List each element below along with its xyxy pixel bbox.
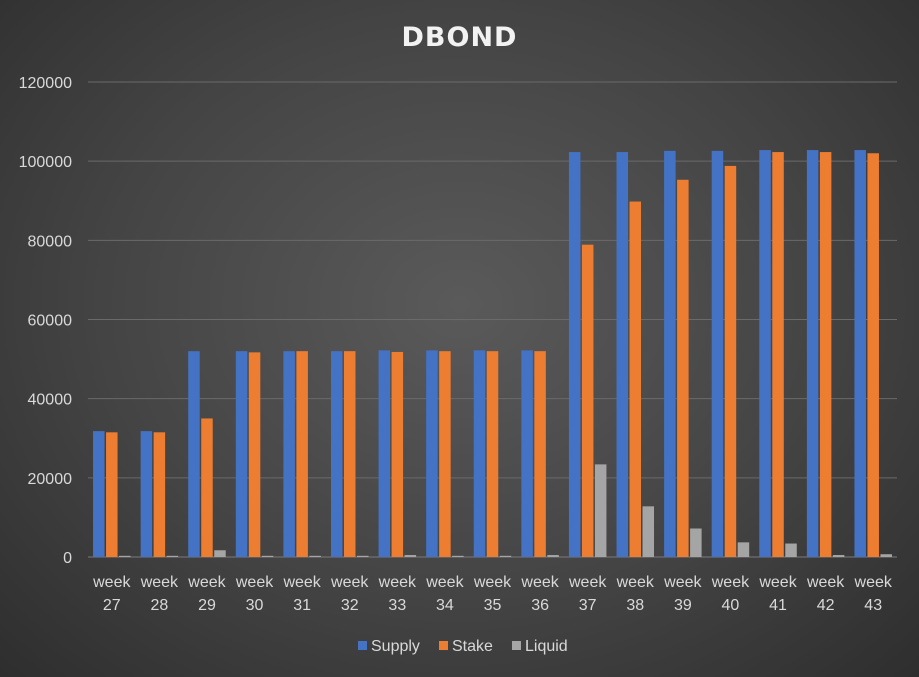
bar-liquid <box>309 555 321 557</box>
bar-stake <box>724 165 737 557</box>
x-tick-label: week 43 <box>854 574 893 614</box>
bar-supply <box>426 350 438 557</box>
x-tick-label: week 32 <box>330 574 369 614</box>
bar-supply <box>521 350 533 557</box>
bar-stake <box>201 418 213 557</box>
y-tick-label: 40000 <box>28 392 73 409</box>
bar-supply <box>330 351 343 557</box>
chart-title: DBOND <box>402 22 518 53</box>
bar-supply <box>378 350 391 557</box>
x-tick-label: week 29 <box>187 574 226 614</box>
bar-liquid <box>261 555 274 557</box>
x-tick-label: week 30 <box>235 574 274 614</box>
x-tick-label: week 34 <box>425 574 464 614</box>
bar-supply <box>473 350 486 557</box>
bar-supply <box>283 351 295 557</box>
bar-liquid <box>737 542 750 557</box>
bar-liquid <box>594 464 607 557</box>
bar-stake <box>391 351 404 557</box>
x-tick-label: week 42 <box>806 574 845 614</box>
bar-stake <box>486 351 499 557</box>
bar-liquid <box>880 554 892 557</box>
x-tick-label: week 38 <box>616 574 655 614</box>
bar-supply <box>140 431 153 557</box>
x-tick-label: week 35 <box>473 574 512 614</box>
bar-supply <box>93 431 105 557</box>
legend-swatch-supply <box>358 641 367 650</box>
y-tick-label: 20000 <box>28 471 73 488</box>
x-tick-label: week 27 <box>92 574 131 614</box>
x-tick-label: week 31 <box>282 574 321 614</box>
bar-stake <box>296 351 308 557</box>
bar-supply <box>759 150 771 558</box>
bar-stake <box>439 351 451 557</box>
bar-stake <box>581 244 594 557</box>
bar-supply <box>711 150 724 557</box>
bar-supply <box>664 150 676 557</box>
bar-supply <box>854 150 866 558</box>
bar-supply <box>616 152 629 557</box>
legend-swatch-liquid <box>512 641 521 650</box>
bar-stake <box>343 351 356 557</box>
x-tick-label: week 28 <box>140 574 179 614</box>
bar-supply <box>188 351 200 557</box>
bar-stake <box>153 432 166 557</box>
bar-liquid <box>166 555 179 557</box>
bar-supply <box>806 150 819 558</box>
bar-liquid <box>214 550 226 557</box>
x-tick-label: week 40 <box>711 574 750 614</box>
bar-liquid <box>690 528 702 557</box>
bar-liquid <box>452 555 464 557</box>
bar-stake <box>248 352 261 557</box>
bar-stake <box>106 432 118 557</box>
bar-liquid <box>119 555 131 557</box>
bar-supply <box>568 152 581 557</box>
y-tick-label: 120000 <box>19 75 72 92</box>
bar-stake <box>629 201 642 557</box>
bar-stake <box>677 179 689 558</box>
bar-liquid <box>404 555 417 557</box>
bar-stake <box>534 351 546 557</box>
bar-supply <box>235 351 248 557</box>
y-tick-label: 80000 <box>28 233 73 250</box>
y-tick-label: 0 <box>63 550 72 567</box>
legend-label-supply: Supply <box>371 638 420 655</box>
bar-liquid <box>785 543 797 557</box>
bar-stake <box>867 153 879 557</box>
bar-liquid <box>356 555 369 557</box>
x-tick-label: week 36 <box>520 574 559 614</box>
bar-stake <box>819 152 832 557</box>
x-tick-label: week 39 <box>663 574 702 614</box>
bar-stake <box>772 152 784 557</box>
bar-liquid <box>642 506 655 557</box>
y-tick-label: 100000 <box>19 154 72 171</box>
x-tick-label: week 37 <box>568 574 607 614</box>
legend: Supply Stake Liquid <box>358 638 568 655</box>
bar-liquid <box>832 555 845 557</box>
x-tick-label: week 41 <box>758 574 797 614</box>
legend-label-stake: Stake <box>452 638 493 655</box>
bar-liquid <box>499 555 512 557</box>
y-axis: 0 20000 40000 60000 80000 100000 120000 <box>19 75 72 567</box>
bars <box>93 150 892 558</box>
bar-liquid <box>547 555 559 557</box>
legend-swatch-stake <box>439 641 448 650</box>
legend-label-liquid: Liquid <box>525 638 568 655</box>
x-tick-label: week 33 <box>378 574 417 614</box>
y-tick-label: 60000 <box>28 313 73 330</box>
